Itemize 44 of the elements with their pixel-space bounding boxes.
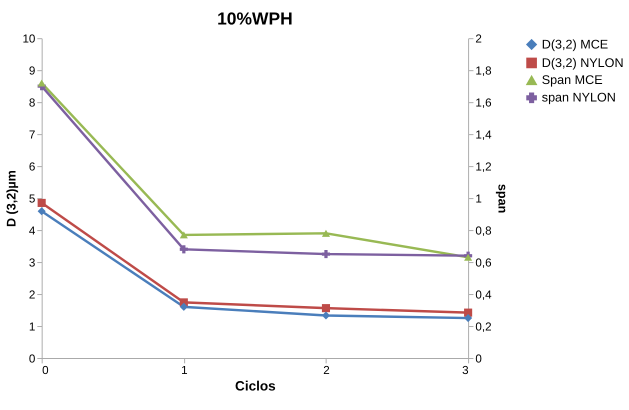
y2-tick-label: 2: [475, 32, 482, 46]
point: [180, 231, 188, 238]
point: [322, 250, 330, 258]
y-tick-label: 3: [28, 256, 36, 270]
x-tick-label: 0: [42, 364, 50, 378]
y2-tick-label: 1,8: [475, 64, 492, 78]
y2-tick-label: 0,8: [475, 224, 492, 238]
y2-tick-label: 1,4: [475, 128, 492, 142]
y2-tick-label: 1: [475, 192, 482, 206]
point: [322, 304, 330, 312]
y2-tick-label: 0,2: [475, 320, 492, 334]
chart-title: 10%WPH: [217, 8, 293, 29]
y-tick-label: 8: [28, 96, 36, 110]
point: [38, 79, 46, 86]
y-tick-label: 6: [28, 160, 36, 174]
y2-tick-label: 0: [475, 352, 482, 366]
point: [38, 207, 46, 216]
point: [180, 302, 188, 311]
y-tick-label: 10: [22, 32, 36, 46]
legend-label: D(3,2) NYLON: [542, 56, 624, 70]
y-tick-label: 0: [28, 352, 36, 366]
x-tick-label: 2: [323, 364, 330, 378]
y-tick-label: 5: [28, 192, 36, 206]
point: [322, 230, 330, 237]
y2-tick-label: 1,2: [475, 160, 492, 174]
y2-tick-label: 0,6: [475, 256, 492, 270]
y2-tick-label: 1,6: [475, 96, 492, 110]
y-axis-title: D (3,2)µm: [4, 170, 19, 228]
y-tick-label: 4: [28, 224, 36, 238]
legend-label: D(3,2) MCE: [542, 37, 608, 52]
legend-label: span NYLON: [542, 90, 616, 105]
legend-label: Span MCE: [542, 73, 603, 88]
point: [464, 314, 472, 322]
point: [38, 198, 46, 207]
y-tick-label: 2: [28, 288, 36, 302]
y-tick-label: 1: [28, 320, 36, 334]
x-axis-title: Ciclos: [235, 378, 276, 394]
x-tick-label: 1: [181, 364, 188, 378]
y2-axis-title: span: [495, 184, 510, 214]
y-tick-label: 7: [28, 128, 36, 142]
x-tick-label: 3: [462, 364, 469, 378]
point: [180, 245, 188, 254]
y-tick-label: 9: [28, 64, 36, 78]
y2-tick-label: 0,4: [475, 288, 492, 302]
